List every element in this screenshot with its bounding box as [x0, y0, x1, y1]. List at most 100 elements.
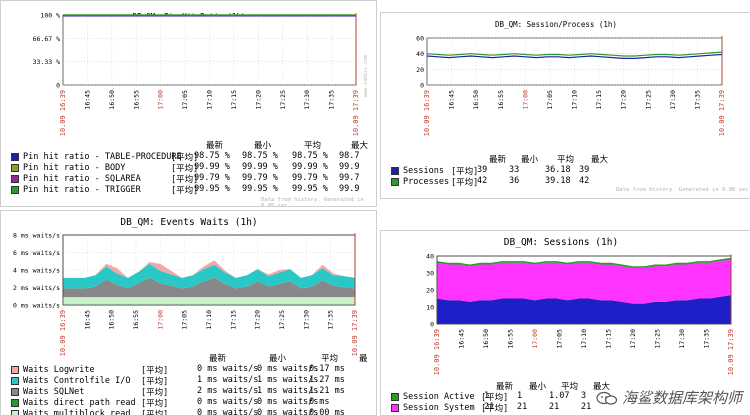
- y-tick-label: 30: [426, 270, 434, 278]
- x-range-label: 10.09 17:39: [352, 90, 360, 136]
- side-label: www.zabbix.com: [363, 55, 369, 97]
- x-range-label: 10.09 17:39: [727, 329, 735, 375]
- legend-swatch: [11, 388, 19, 396]
- legend-stat: 39: [579, 165, 589, 175]
- legend-stat: 1.27 ms: [309, 375, 345, 385]
- x-tick-label: 16:50: [482, 329, 490, 349]
- legend-series-name: Pin hit ratio - BODY: [23, 163, 173, 173]
- x-tick-label: 17:15: [595, 90, 603, 110]
- legend-series-name: Pin hit ratio - TRIGGER: [23, 185, 173, 195]
- legend-stat: 21: [581, 402, 591, 412]
- legend-series-name: Waits direct path read: [23, 398, 143, 408]
- y-tick-label: 20: [416, 66, 424, 74]
- legend-row: Pin hit ratio - TABLE-PROCEDURE[平均]98.75…: [11, 151, 376, 162]
- legend-header: 最小: [269, 352, 286, 364]
- x-tick-label: 17:35: [328, 90, 336, 110]
- x-range-label: 10.09 17:39: [351, 310, 359, 356]
- legend-swatch: [11, 366, 19, 374]
- chart-events-waits-plot: DB_QM: Events Waits (1h)0 ms waits/s2 ms…: [1, 211, 376, 361]
- legend-stat: 0.00 ms: [309, 408, 345, 416]
- legend-series-name: Waits multiblock read: [23, 409, 143, 416]
- legend-stat: 99.9: [339, 184, 359, 194]
- x-tick-label: 17:35: [703, 329, 711, 349]
- legend-stat: 99.99 %: [194, 162, 230, 172]
- x-tick-label: 17:10: [205, 310, 213, 330]
- legend-swatch: [11, 410, 19, 416]
- legend-row: Pin hit ratio - SQLAREA[平均]99.79 %99.79 …: [11, 173, 376, 184]
- x-tick-label: 16:45: [83, 310, 91, 330]
- x-tick-label: 17:20: [254, 310, 262, 330]
- x-tick-label: 17:15: [229, 310, 237, 330]
- series-area: [437, 259, 731, 303]
- x-tick-label: 17:30: [669, 90, 677, 110]
- y-tick-label: 40: [426, 253, 434, 261]
- legend-series-name: Waits Controlfile I/O: [23, 376, 143, 386]
- x-tick-label: 17:30: [302, 310, 310, 330]
- legend-swatch: [11, 377, 19, 385]
- legend-stat: 0.17 ms: [309, 364, 345, 374]
- x-range-label: 10.09 16:39: [59, 90, 67, 136]
- legend-stat: 0 ms waits/s: [197, 397, 258, 407]
- x-tick-label: 17:00: [156, 310, 164, 330]
- x-range-label: 10.09 16:39: [433, 329, 441, 375]
- x-tick-label: 16:55: [497, 90, 505, 110]
- legend-stat: 98.7: [339, 151, 359, 161]
- legend-header: 最新: [209, 352, 226, 364]
- x-tick-label: 17:20: [620, 90, 628, 110]
- x-tick-label: 17:20: [629, 329, 637, 349]
- legend-header: 最小: [521, 153, 538, 165]
- legend-series-name: Sessions: [403, 166, 458, 176]
- x-tick-label: 16:50: [472, 90, 480, 110]
- legend-stat: 21: [484, 402, 494, 412]
- x-tick-label: 16:45: [83, 90, 91, 110]
- legend-header: 最大: [591, 153, 608, 165]
- y-tick-label: 4 ms waits/s: [13, 267, 60, 275]
- legend-stat: 36: [509, 176, 519, 186]
- legend-row: Pin hit ratio - BODY[平均]99.99 %99.99 %99…: [11, 162, 376, 173]
- chart-pin-hit-ratio-plot: DB_QM: Pin Hit Ratio (1h)033.33 %66.67 %…: [1, 1, 376, 151]
- legend-stat: 33: [509, 165, 519, 175]
- legend-header: 最新: [489, 153, 506, 165]
- legend-header: 平均: [304, 139, 321, 151]
- chart-pin-hit-ratio: DB_QM: Pin Hit Ratio (1h)033.33 %66.67 %…: [0, 0, 377, 207]
- x-tick-label: 17:05: [556, 329, 564, 349]
- x-tick-label: 17:35: [327, 310, 335, 330]
- legend-series-name: Session System: [403, 403, 488, 413]
- legend-series-name: Pin hit ratio - TABLE-PROCEDURE: [23, 152, 173, 162]
- legend-swatch: [11, 153, 19, 161]
- x-tick-label: 16:55: [132, 310, 140, 330]
- legend-swatch: [11, 175, 19, 183]
- y-tick-label: 100 %: [40, 12, 60, 20]
- x-tick-label: 17:35: [693, 90, 701, 110]
- x-range-label: 10.09 16:39: [59, 310, 67, 356]
- legend-stat: 98.75 %: [292, 151, 328, 161]
- x-tick-label: 16:50: [108, 90, 116, 110]
- y-tick-label: 10: [426, 304, 434, 312]
- legend-stat: 0 ms waits/s: [197, 364, 258, 374]
- wechat-icon: [596, 391, 618, 405]
- legend-stat: 39: [477, 165, 487, 175]
- y-tick-label: 66.67 %: [33, 35, 60, 43]
- x-tick-label: 17:30: [303, 90, 311, 110]
- legend-swatch: [11, 164, 19, 172]
- legend-series-name: Processes: [403, 177, 458, 187]
- x-tick-label: 16:45: [448, 90, 456, 110]
- legend-agg: [平均]: [451, 176, 478, 188]
- legend-swatch: [11, 186, 19, 194]
- x-tick-label: 17:00: [531, 329, 539, 349]
- x-tick-label: 17:25: [279, 90, 287, 110]
- legend-stat: 99.95 %: [292, 184, 328, 194]
- x-tick-label: 17:15: [230, 90, 238, 110]
- x-tick-label: 16:45: [458, 329, 466, 349]
- legend-stat: 99.95 %: [194, 184, 230, 194]
- legend-stat: 99.79 %: [194, 173, 230, 183]
- y-tick-label: 40: [416, 50, 424, 58]
- footnote: Data from history. Generated in 0.06 sec: [616, 187, 748, 193]
- legend-stat: 0 ms waits/s: [197, 408, 258, 416]
- legend-stat: 99.9: [339, 162, 359, 172]
